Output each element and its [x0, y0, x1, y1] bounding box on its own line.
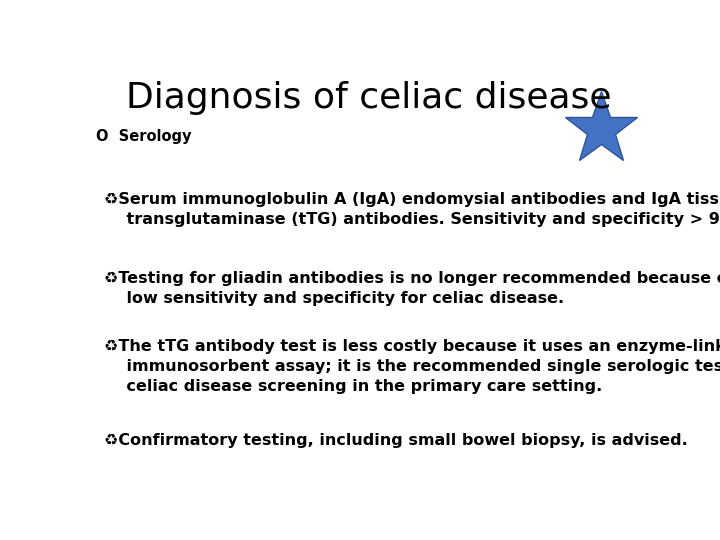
Text: ♻Testing for gliadin antibodies is no longer recommended because of the: ♻Testing for gliadin antibodies is no lo…: [104, 271, 720, 286]
Text: ♻Confirmatory testing, including small bowel biopsy, is advised.: ♻Confirmatory testing, including small b…: [104, 433, 688, 448]
Text: ♻Serum immunoglobulin A (IgA) endomysial antibodies and IgA tissue: ♻Serum immunoglobulin A (IgA) endomysial…: [104, 192, 720, 207]
Text: O  Serology: O Serology: [96, 129, 191, 144]
Text: celiac disease screening in the primary care setting.: celiac disease screening in the primary …: [104, 379, 602, 394]
Text: ♻The tTG antibody test is less costly because it uses an enzyme-linked: ♻The tTG antibody test is less costly be…: [104, 339, 720, 354]
Text: immunosorbent assay; it is the recommended single serologic test for: immunosorbent assay; it is the recommend…: [104, 359, 720, 374]
Text: low sensitivity and specificity for celiac disease.: low sensitivity and specificity for celi…: [104, 291, 564, 306]
Text: transglutaminase (tTG) antibodies. Sensitivity and specificity > 95%.: transglutaminase (tTG) antibodies. Sensi…: [104, 212, 720, 227]
Text: Diagnosis of celiac disease: Diagnosis of celiac disease: [126, 82, 612, 116]
